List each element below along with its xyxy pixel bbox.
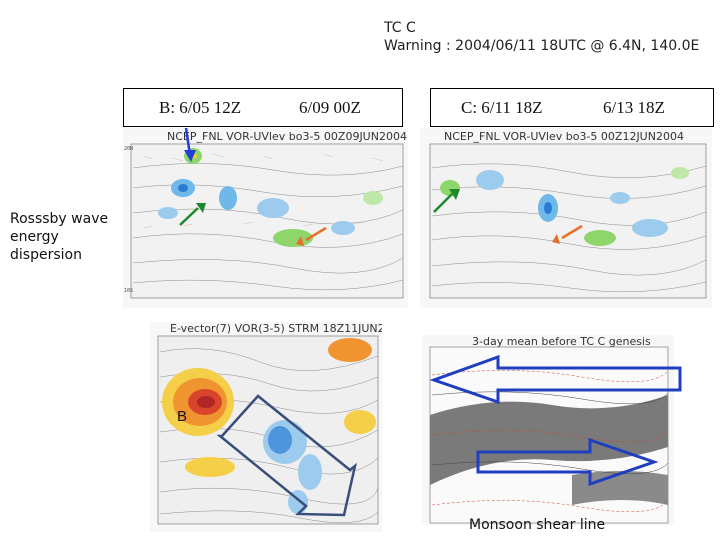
map-field-bottom-left bbox=[157, 335, 379, 525]
label-box-left: B: 6/05 12Z 6/09 00Z bbox=[123, 88, 403, 127]
b-marker-label: B bbox=[177, 408, 188, 425]
map-field-top-right bbox=[429, 143, 707, 299]
map-panel-bottom-left: E-vector(7) VOR(3-5) STRM 18Z11JUN2004 B bbox=[150, 322, 382, 532]
tick-label: 20N bbox=[124, 146, 134, 152]
title-line-1: TC C bbox=[384, 20, 416, 36]
map-panel-top-right: NCEP_FNL VOR-UVlev bo3-5 00Z12JUN2004 bbox=[420, 128, 712, 308]
label-0609: 6/09 00Z bbox=[299, 98, 361, 117]
label-c-date: C: 6/11 18Z bbox=[461, 98, 543, 117]
map-field-bottom-right bbox=[429, 346, 669, 524]
panel-title-top-left: NCEP_FNL VOR-UVlev bo3-5 00Z09JUN2004 bbox=[167, 130, 407, 143]
map-panel-top-left: NCEP_FNL VOR-UVlev bo3-5 00Z09JUN2004 20… bbox=[123, 128, 408, 308]
monsoon-shear-line-label: Monsoon shear line bbox=[469, 517, 606, 533]
map-field-top-left bbox=[130, 143, 404, 299]
title-line-2: Warning : 2004/06/11 18UTC @ 6.4N, 140.0… bbox=[384, 38, 700, 54]
side-label: Rosssby wave energy dispersion bbox=[10, 210, 108, 264]
tick-label: 10S bbox=[124, 288, 134, 294]
panel-title-top-right: NCEP_FNL VOR-UVlev bo3-5 00Z12JUN2004 bbox=[444, 130, 684, 143]
map-panel-bottom-right: 3-day mean before TC C genesis bbox=[422, 335, 674, 525]
panel-title-bottom-right: 3-day mean before TC C genesis bbox=[472, 335, 651, 348]
side-label-line-1: Rosssby wave bbox=[10, 211, 109, 227]
page-title: TC C Warning : 2004/06/11 18UTC @ 6.4N, … bbox=[384, 19, 699, 55]
side-label-line-2: energy bbox=[10, 229, 59, 245]
panel-title-bottom-left: E-vector(7) VOR(3-5) STRM 18Z11JUN2004 bbox=[170, 322, 382, 335]
label-box-right: C: 6/11 18Z 6/13 18Z bbox=[430, 88, 714, 127]
label-b-date: B: 6/05 12Z bbox=[159, 98, 242, 117]
side-label-line-3: dispersion bbox=[10, 247, 82, 263]
label-0613: 6/13 18Z bbox=[603, 98, 665, 117]
